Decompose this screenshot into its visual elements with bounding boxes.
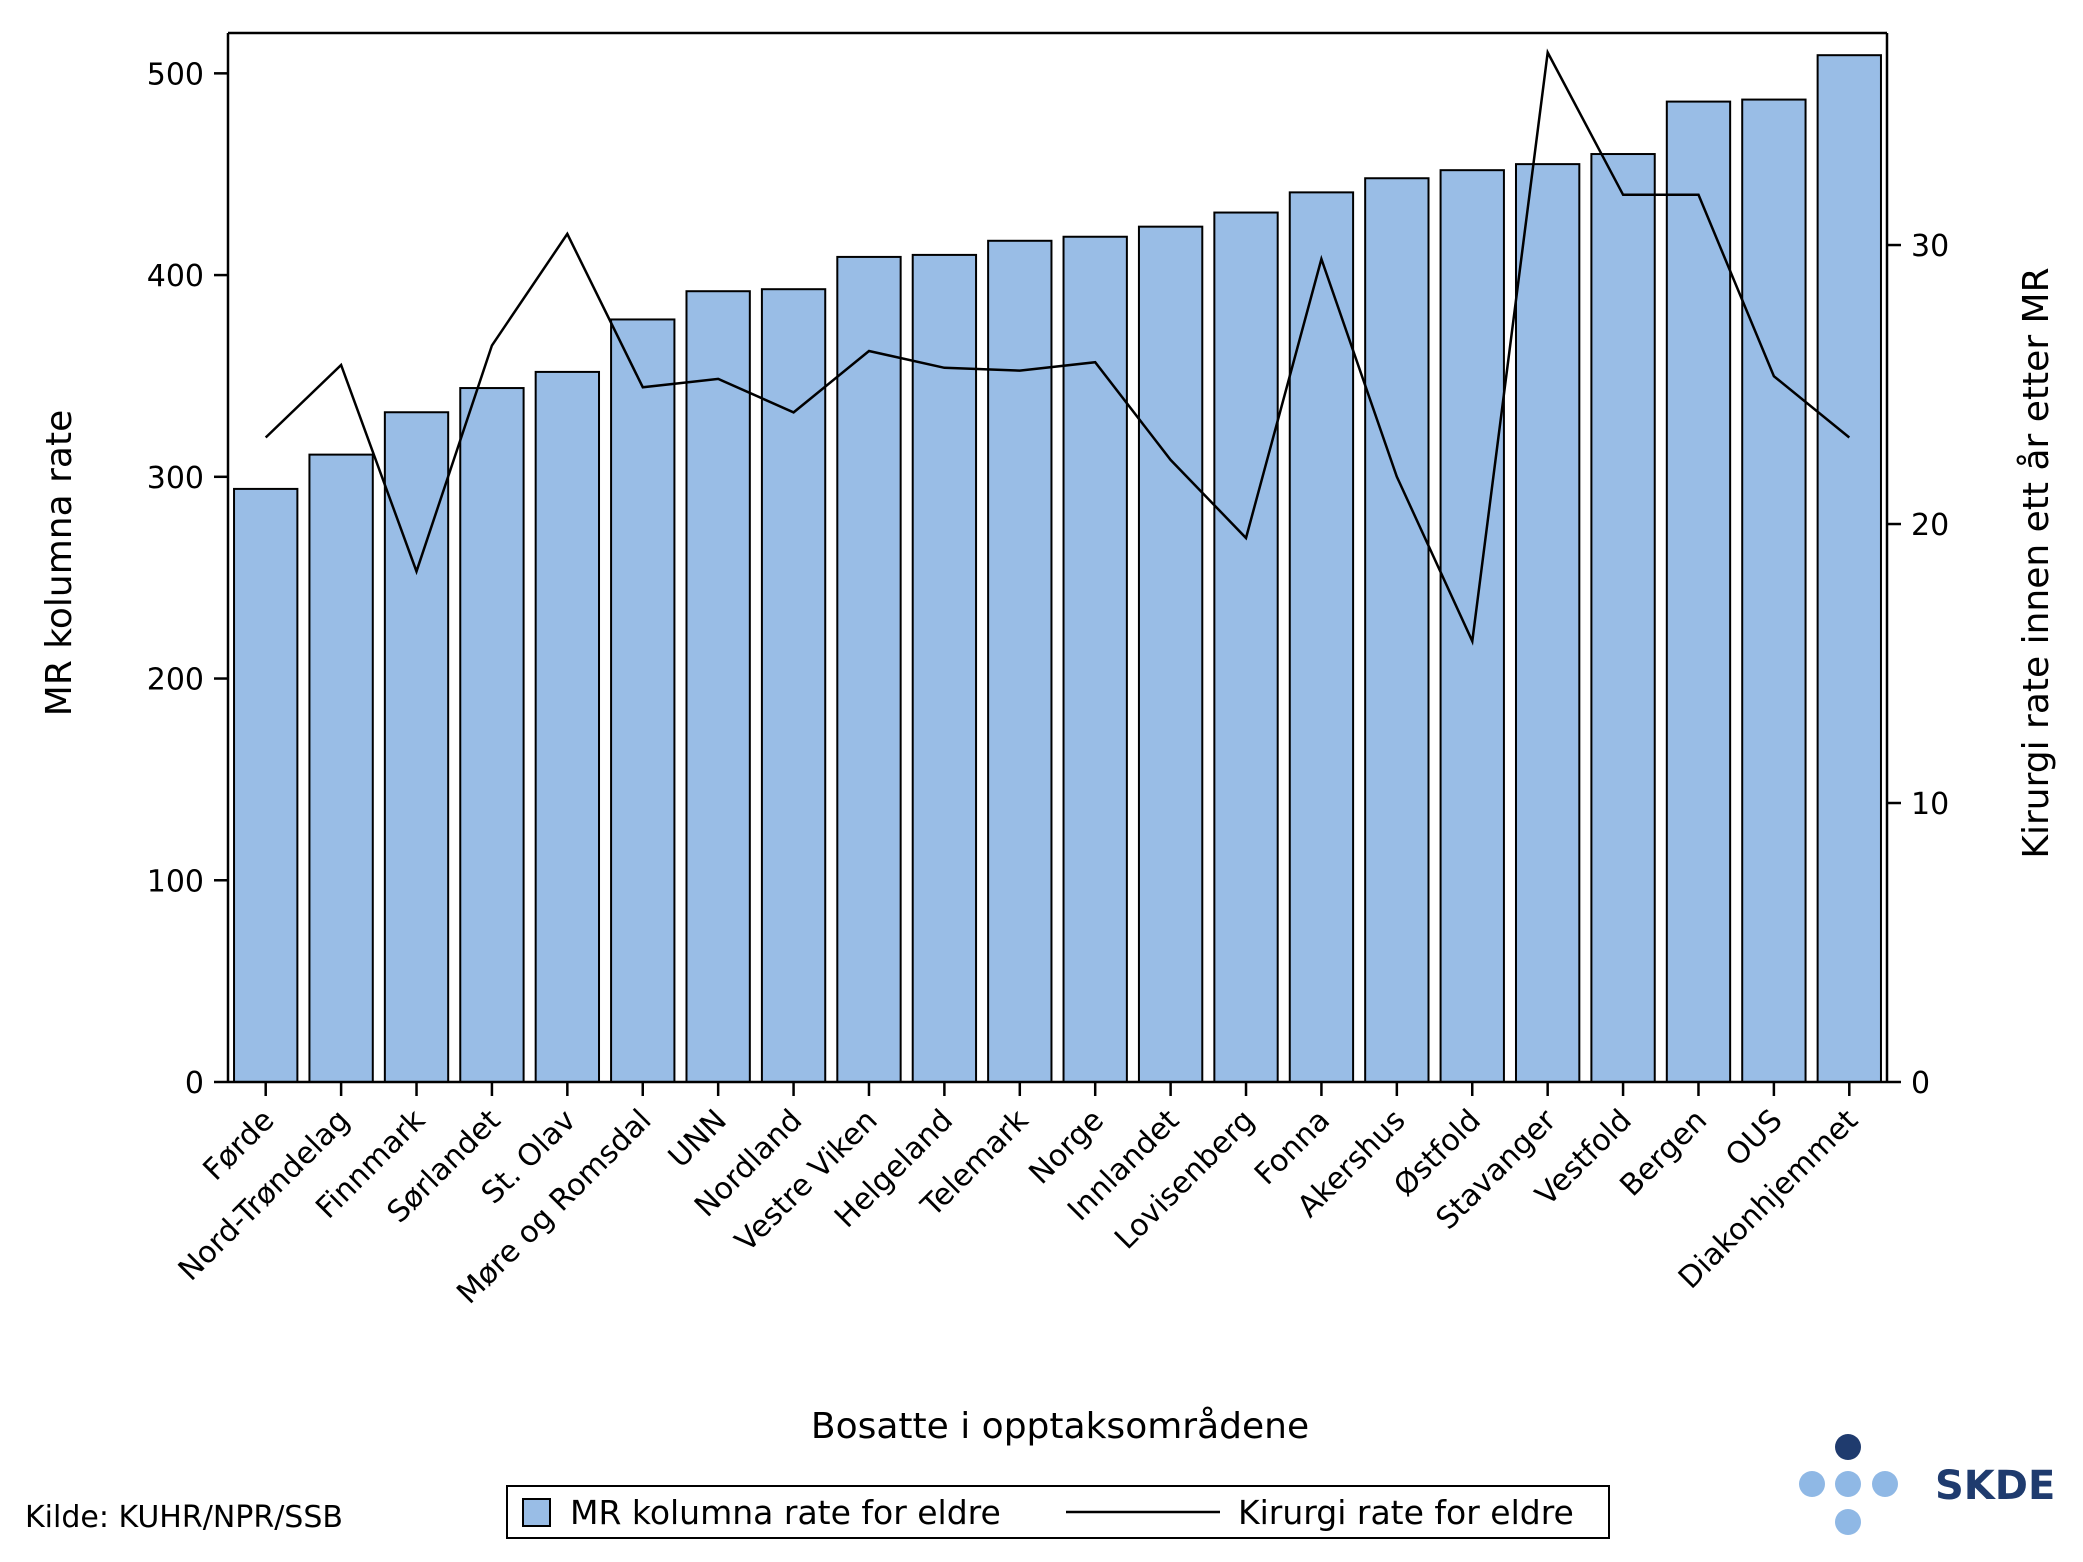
bar-norge [1062, 235, 1128, 1084]
bar-unn [685, 290, 751, 1083]
bar-finnmark [383, 411, 450, 1083]
bar-vestre-viken [836, 255, 902, 1083]
y-tick-label: 0 [185, 1066, 204, 1101]
x-axis-ticks: FørdeNord-TrøndelagFinnmarkSørlandetSt. … [172, 1082, 1865, 1311]
bar-nord-trøndelag [308, 453, 374, 1083]
bar-østfold [1439, 169, 1505, 1083]
logo-dot-center [1835, 1471, 1861, 1497]
bar-sørlandet [459, 387, 525, 1083]
y-tick-label: 400 [147, 259, 204, 294]
bar-ous [1741, 98, 1807, 1083]
y2-axis-ticks: 0 10 20 30 [1887, 229, 1949, 1101]
y-tick-label: 500 [147, 57, 204, 92]
bar-st-olav [534, 370, 601, 1083]
y-axis-label: MR kolumna rate [39, 410, 80, 716]
bar-stavanger [1514, 163, 1581, 1083]
bar-innlandet [1137, 225, 1204, 1083]
legend-frame [506, 1485, 1610, 1539]
axes [226, 31, 1889, 1084]
bar-series [233, 54, 1882, 1084]
logo-dot-left [1799, 1471, 1825, 1497]
source-note: Kilde: KUHR/NPR/SSB [25, 1500, 343, 1535]
skde-logo: SKDE [1799, 1434, 2055, 1535]
bar-telemark [987, 239, 1053, 1083]
y-tick-label: 100 [147, 864, 204, 899]
logo-text: SKDE [1935, 1463, 2055, 1509]
bar-diakonhjemmet [1816, 54, 1882, 1083]
bar-lovisenberg [1213, 211, 1279, 1083]
y-axis-ticks: 0 100 200 300 400 500 [147, 57, 228, 1101]
logo-dot-top [1835, 1434, 1861, 1460]
y-tick-label: 300 [147, 461, 204, 496]
legend-bar-swatch [522, 1498, 551, 1527]
line-series [264, 48, 1851, 646]
y2-tick-label: 0 [1911, 1066, 1930, 1101]
y-tick-label: 200 [147, 663, 204, 698]
y2-axis-label: Kirurgi rate innen ett år etter MR [2016, 267, 2057, 858]
bar-førde [233, 487, 299, 1083]
logo-dot-bottom [1835, 1509, 1861, 1535]
surgery-rate-line [264, 48, 1851, 646]
legend-line-label: Kirurgi rate for eldre [1238, 1493, 1574, 1532]
y2-tick-label: 30 [1911, 229, 1949, 264]
bar-møre-og-romsdal [610, 318, 676, 1083]
bar-helgeland [911, 253, 978, 1083]
bar-nordland [760, 288, 827, 1084]
bar-vestfold [1590, 153, 1656, 1084]
legend: MR kolumna rate for eldre Kirurgi rate f… [506, 1485, 1610, 1539]
legend-bar-label: MR kolumna rate for eldre [570, 1493, 1001, 1532]
bar-akershus [1364, 177, 1430, 1083]
x-axis-label: Bosatte i opptaksområdene [811, 1406, 1309, 1447]
y2-tick-label: 20 [1911, 508, 1949, 543]
y2-tick-label: 10 [1911, 787, 1949, 822]
logo-dot-right [1872, 1471, 1898, 1497]
